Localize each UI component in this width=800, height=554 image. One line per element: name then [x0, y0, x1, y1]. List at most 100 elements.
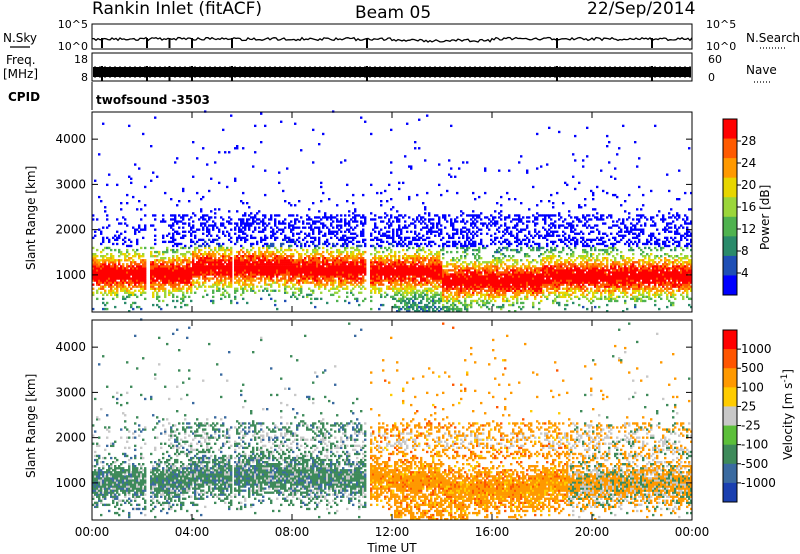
power-cell [216, 242, 219, 246]
power-cell [446, 275, 449, 278]
power-cell [380, 263, 383, 266]
power-cell [210, 224, 213, 227]
power-cell [136, 238, 139, 242]
power-cell [362, 240, 365, 244]
power-cell [200, 244, 203, 248]
power-cell [184, 230, 187, 233]
power-cell [260, 236, 263, 240]
power-cell [226, 230, 229, 233]
power-cell [238, 259, 241, 262]
power-cell [266, 255, 269, 258]
power-cell [174, 267, 177, 270]
power-cell [134, 277, 137, 280]
power-cell [474, 265, 477, 268]
power-cell [360, 116, 363, 119]
power-cell [490, 287, 493, 290]
power-cell [484, 167, 487, 170]
power-cell [290, 240, 293, 244]
power-cell [228, 271, 231, 274]
power-cell [386, 287, 389, 290]
power-cell [462, 226, 465, 229]
power-cell [350, 271, 353, 274]
power-cell [494, 242, 497, 246]
power-cell [174, 214, 177, 217]
power-cell [236, 210, 239, 213]
power-cell [116, 281, 119, 284]
power-cell [118, 263, 121, 266]
power-cell [192, 141, 195, 144]
power-cell [204, 279, 207, 282]
power-cell [160, 259, 163, 262]
power-cell [382, 261, 385, 264]
power-cell [452, 287, 455, 290]
power-cell [190, 283, 193, 286]
power-cell [300, 289, 303, 292]
power-cell [320, 271, 323, 274]
power-cell [348, 220, 351, 223]
power-cell [460, 230, 463, 233]
power-cell [360, 273, 363, 276]
noise-panel-frame [91, 23, 693, 50]
power-cell [458, 283, 461, 286]
power-cell [466, 285, 469, 288]
power-cell [272, 267, 275, 270]
power-cell [160, 269, 163, 272]
power-cell [382, 220, 385, 223]
power-cell [486, 277, 489, 280]
power-cell [170, 261, 173, 264]
power-cell [144, 277, 147, 280]
power-cell [420, 283, 423, 286]
power-cell [358, 269, 361, 272]
power-cell [426, 297, 429, 301]
power-cell [346, 291, 349, 294]
power-cell [220, 279, 223, 282]
power-cell [398, 310, 401, 313]
power-cell [296, 214, 299, 217]
power-cell [300, 267, 303, 270]
power-cell [388, 183, 391, 187]
beam-title: Beam 05 [355, 3, 431, 23]
power-cell [132, 307, 135, 311]
power-cell [274, 267, 277, 270]
power-cell [142, 269, 145, 272]
power-cell [162, 214, 165, 217]
power-cell [190, 269, 193, 272]
power-cell [182, 216, 185, 219]
power-cell [180, 267, 183, 270]
power-cell [408, 299, 411, 303]
power-cell [264, 255, 267, 258]
power-cell [190, 273, 193, 276]
power-cell [214, 261, 217, 264]
power-cell [198, 228, 201, 231]
power-cell [318, 216, 321, 219]
power-cell [462, 271, 465, 274]
power-cell [492, 287, 495, 290]
power-cell [378, 281, 381, 284]
power-cell [496, 267, 499, 270]
power-cell [124, 277, 127, 280]
power-cell [164, 295, 167, 299]
power-cell [188, 230, 191, 233]
power-cell [228, 285, 231, 288]
power-cell [410, 257, 413, 260]
power-cell [116, 259, 119, 262]
power-cell [416, 279, 419, 282]
power-cell [242, 265, 245, 268]
power-cell [284, 291, 287, 294]
power-cell [152, 265, 155, 268]
power-cell [452, 305, 455, 309]
power-cell [140, 208, 143, 211]
power-cell [340, 226, 343, 229]
power-cell [292, 275, 295, 278]
power-cell [478, 265, 481, 268]
power-cell [98, 259, 101, 262]
power-cell [472, 275, 475, 278]
power-cell [216, 273, 219, 276]
power-cell [304, 244, 307, 248]
power-cell [338, 248, 341, 252]
power-cell [284, 248, 287, 252]
power-cell [190, 275, 193, 278]
power-cell [416, 193, 419, 197]
power-cell [400, 293, 403, 297]
power-cell [184, 253, 187, 256]
